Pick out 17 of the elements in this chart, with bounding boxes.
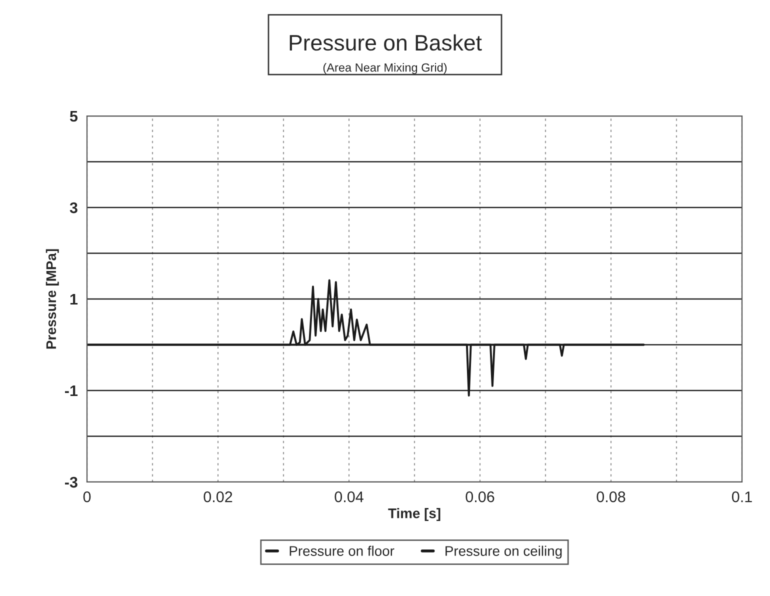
y-tick-label: -1 — [64, 386, 78, 396]
chart-title: Pressure on Basket — [290, 34, 482, 51]
x-tick-label: 0.02 — [204, 491, 232, 502]
legend-label: Pressure on ceiling — [446, 546, 562, 559]
x-tick-label: 0.08 — [596, 491, 626, 502]
y-tick-label: 3 — [70, 202, 78, 214]
x-tick-label: 0.04 — [334, 491, 364, 502]
x-axis-title: Time [s] — [388, 508, 440, 521]
y-tick-label: -3 — [64, 476, 78, 488]
legend-label: Pressure on floor — [290, 546, 394, 556]
x-tick-label: 0.06 — [466, 491, 494, 502]
y-axis-title: Pressure [MPa] — [46, 249, 59, 349]
x-tick-label: 0.1 — [732, 491, 752, 502]
y-tick-label: 5 — [70, 111, 78, 122]
chart-subtitle: (Area Near Mixing Grid) — [323, 63, 447, 74]
y-tick-label: 1 — [70, 294, 78, 305]
x-tick-label: 0 — [83, 491, 91, 502]
